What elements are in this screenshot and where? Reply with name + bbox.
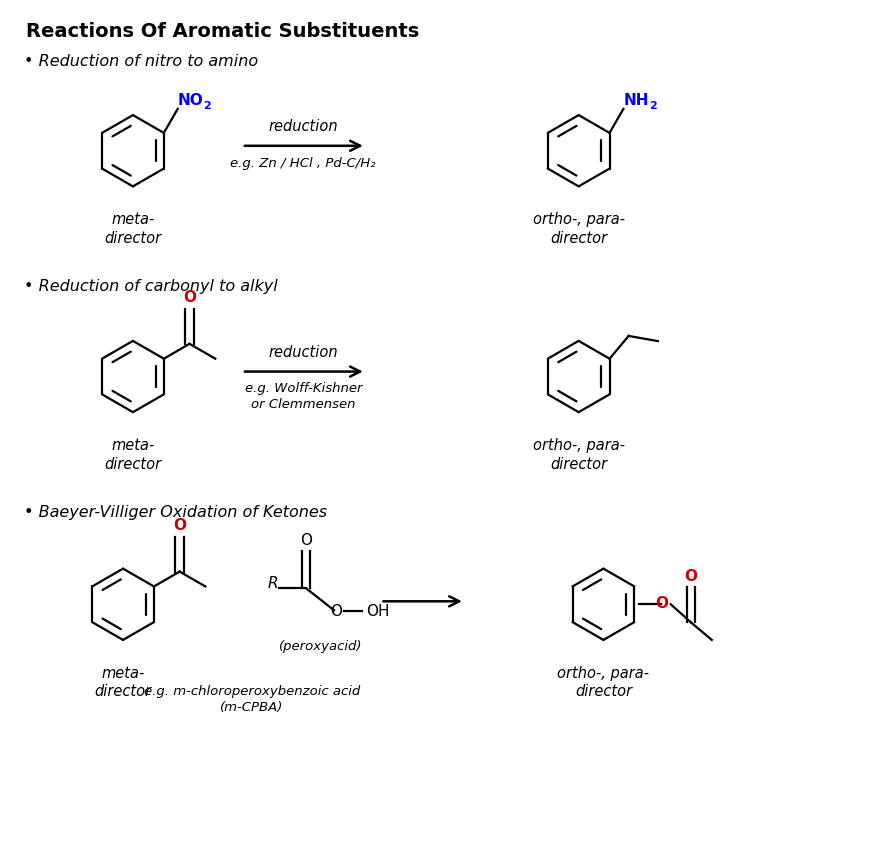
Text: meta-
director: meta- director: [104, 438, 161, 472]
Text: 2: 2: [203, 101, 210, 112]
Text: • Reduction of carbonyl to alkyl: • Reduction of carbonyl to alkyl: [24, 280, 277, 294]
Text: Reactions Of Aromatic Substituents: Reactions Of Aromatic Substituents: [26, 22, 418, 41]
Text: NO: NO: [177, 93, 203, 108]
Text: reduction: reduction: [268, 119, 338, 134]
Text: O: O: [330, 604, 342, 619]
Text: OH: OH: [366, 604, 389, 619]
Text: O: O: [300, 533, 312, 548]
Text: ortho-, para-
director: ortho-, para- director: [532, 212, 624, 245]
Text: meta-
director: meta- director: [104, 212, 161, 245]
Text: O: O: [182, 290, 196, 305]
Text: • Baeyer-Villiger Oxidation of Ketones: • Baeyer-Villiger Oxidation of Ketones: [24, 505, 327, 520]
Text: O: O: [173, 518, 186, 533]
Text: e.g. Wolff-Kishner
or Clemmensen: e.g. Wolff-Kishner or Clemmensen: [245, 383, 361, 412]
Text: ortho-, para-
director: ortho-, para- director: [532, 438, 624, 472]
Text: NH: NH: [623, 93, 648, 108]
Text: R: R: [267, 576, 278, 591]
Text: e.g. m-chloroperoxybenzoic acid
(m-CPBA): e.g. m-chloroperoxybenzoic acid (m-CPBA): [144, 686, 360, 715]
Text: 2: 2: [648, 101, 656, 112]
Text: e.g. Zn / HCl , Pd-C/H₂: e.g. Zn / HCl , Pd-C/H₂: [231, 157, 375, 170]
Text: • Reduction of nitro to amino: • Reduction of nitro to amino: [24, 54, 258, 69]
Text: meta-
director: meta- director: [95, 666, 152, 699]
Text: (peroxyacid): (peroxyacid): [279, 640, 362, 653]
Text: O: O: [654, 595, 667, 611]
Text: reduction: reduction: [268, 345, 338, 360]
Text: ortho-, para-
director: ortho-, para- director: [557, 666, 649, 699]
Text: O: O: [683, 570, 696, 584]
